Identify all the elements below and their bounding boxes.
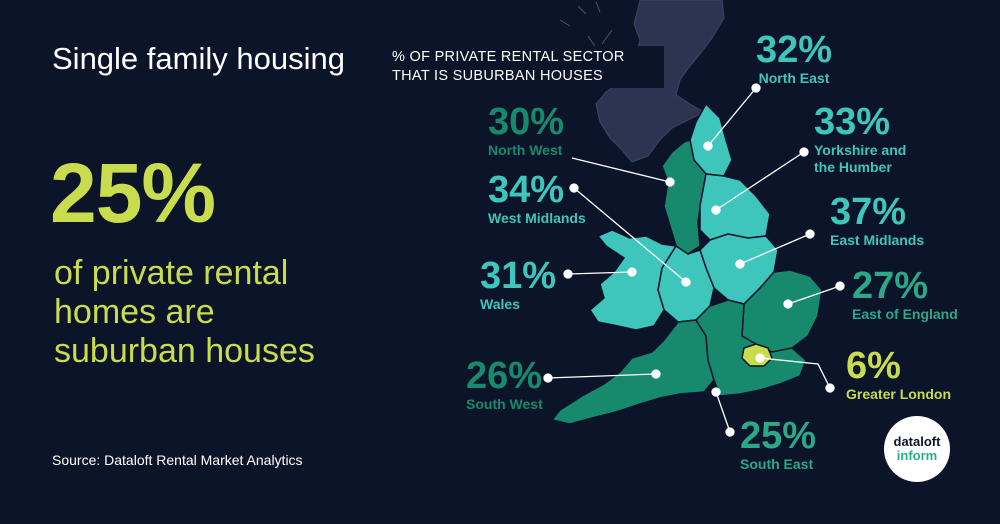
label-east-midlands: 37% East Midlands xyxy=(830,192,924,249)
label-north-west: 30% North West xyxy=(488,102,564,159)
label-north-east: 32% North East xyxy=(754,30,834,87)
stat-caption: of private rental homes are suburban hou… xyxy=(54,254,315,370)
label-name: South East xyxy=(740,456,814,472)
label-name: East Midlands xyxy=(830,232,925,248)
label-greater-london: 6% Greater London xyxy=(846,346,951,403)
label-wales: 31% Wales xyxy=(480,256,556,313)
label-pct: 30% xyxy=(488,101,565,143)
label-name: Greater London xyxy=(846,386,952,402)
source-note: Source: Dataloft Rental Market Analytics xyxy=(52,452,303,468)
label-south-east: 25% South East xyxy=(740,416,816,473)
label-pct: 34% xyxy=(488,169,565,211)
label-pct: 6% xyxy=(846,345,901,387)
region-south-west xyxy=(550,319,715,425)
label-pct: 37% xyxy=(830,191,907,233)
label-west-midlands: 34% West Midlands xyxy=(488,170,586,227)
label-pct: 25% xyxy=(740,415,817,457)
map-title: % OF PRIVATE RENTAL SECTOR THAT IS SUBUR… xyxy=(382,46,664,88)
label-name: East of England xyxy=(852,306,958,322)
dataloft-logo: dataloft inform xyxy=(884,416,950,482)
label-pct: 27% xyxy=(852,265,929,307)
label-pct: 33% xyxy=(814,101,891,143)
logo-line1: dataloft xyxy=(893,434,941,449)
scotland-coast-detail xyxy=(559,1,613,49)
region-yorkshire xyxy=(699,173,771,241)
label-pct: 26% xyxy=(466,355,543,397)
logo-line2: inform xyxy=(896,448,938,463)
headline-stat: 25% xyxy=(50,146,216,240)
leader-lines xyxy=(543,83,845,437)
label-pct: 31% xyxy=(480,255,557,297)
label-name: Wales xyxy=(480,296,520,312)
label-east-of-england: 27% East of England xyxy=(852,266,958,323)
label-name: North West xyxy=(488,142,563,158)
label-name: North East xyxy=(758,70,830,86)
label-name: Yorkshire and the Humber xyxy=(814,142,907,175)
headline: Single family housing xyxy=(52,41,345,76)
label-yorkshire: 33% Yorkshire and the Humber xyxy=(814,102,934,176)
label-name: South West xyxy=(466,396,543,412)
label-name: West Midlands xyxy=(488,210,586,226)
label-pct: 32% xyxy=(755,29,833,71)
label-south-west: 26% South West xyxy=(466,356,543,413)
